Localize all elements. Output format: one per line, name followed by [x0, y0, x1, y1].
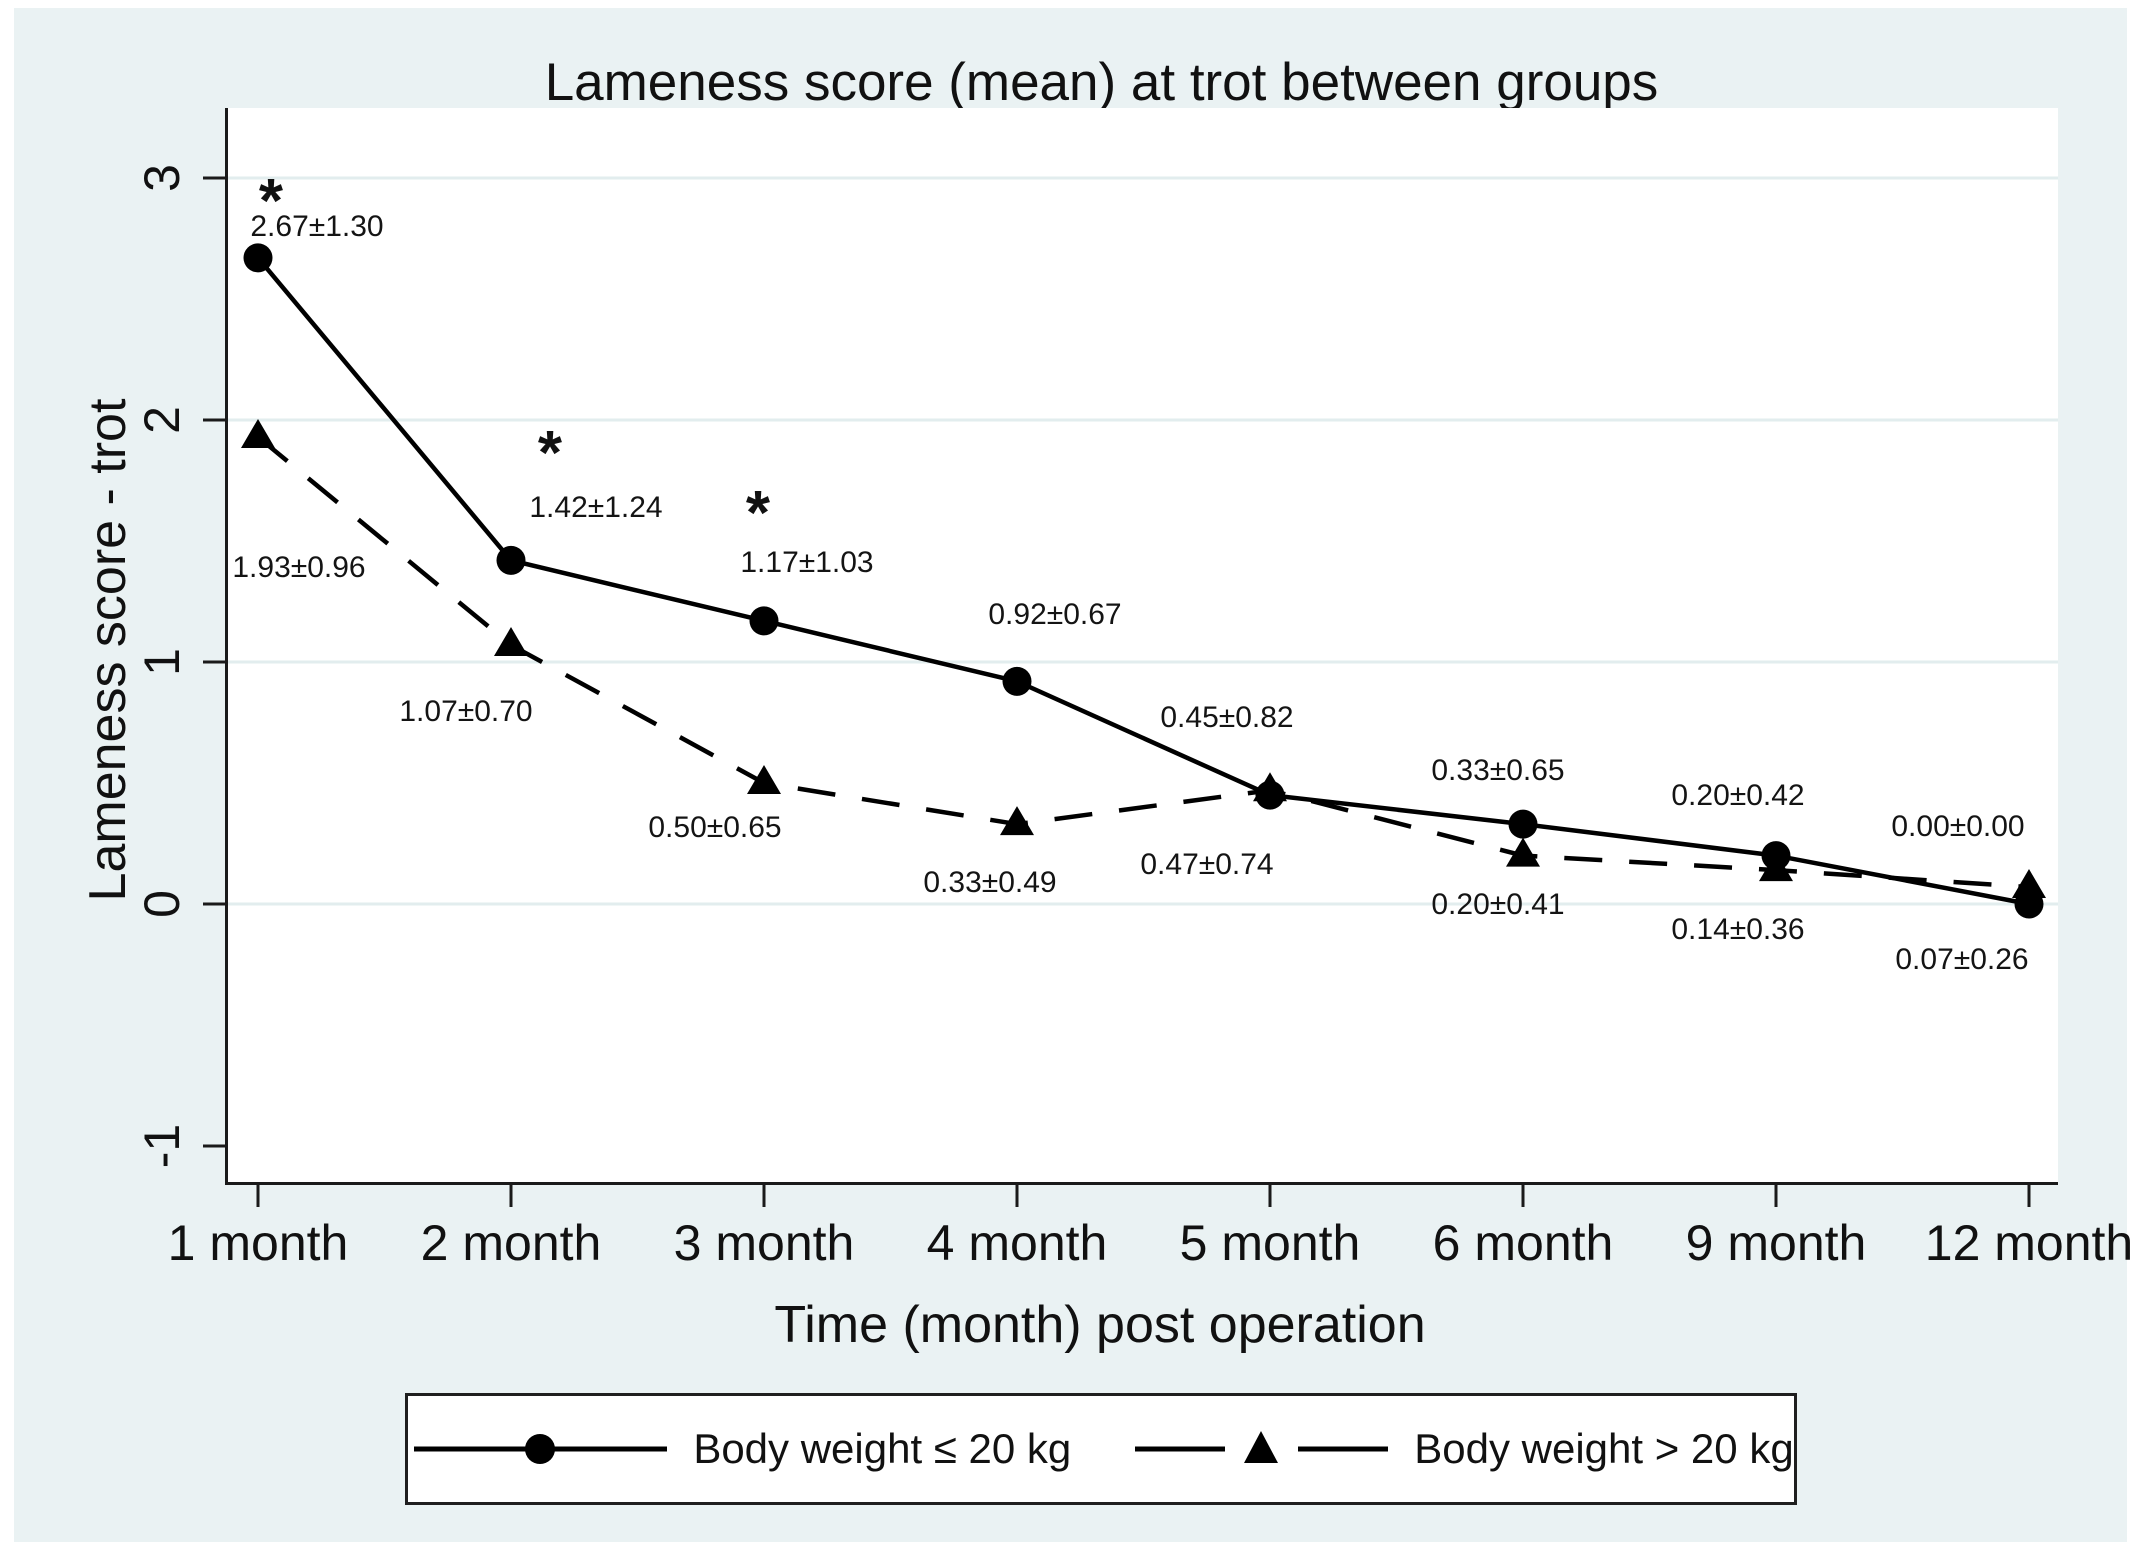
legend-item-body-weight-leq-20: Body weight ≤ 20 kg — [408, 1425, 1071, 1473]
series-line-solid — [256, 256, 2030, 907]
legend-label-gt-20: Body weight > 20 kg — [1414, 1425, 1794, 1472]
marker-circle — [1002, 666, 1032, 696]
legend-swatch-solid-circle — [414, 1434, 668, 1464]
legend-label-leq-20: Body weight ≤ 20 kg — [693, 1425, 1072, 1472]
marker-triangle — [747, 765, 781, 794]
data-label: 0.07±0.26 — [1895, 943, 2029, 977]
significance-asterisk: * — [537, 419, 563, 489]
significance-asterisk: * — [258, 166, 284, 236]
marker-triangle — [2012, 869, 2046, 899]
marker-triangle — [241, 418, 275, 448]
data-label: 0.45±0.82 — [1160, 701, 1294, 735]
x-tick-label: 1 month — [167, 1215, 349, 1271]
marker-circle — [496, 545, 526, 575]
marker-triangle — [1759, 852, 1793, 882]
marker-triangle — [1506, 837, 1540, 867]
legend-marker-triangle-icon — [1244, 1431, 1279, 1463]
marker-triangle — [1000, 806, 1034, 836]
data-label: 0.92±0.67 — [988, 598, 1122, 632]
data-label: 1.93±0.96 — [232, 550, 366, 584]
marker-triangle — [1253, 772, 1287, 802]
data-label: 0.20±0.42 — [1671, 778, 1805, 812]
y-tick-label: 2 — [134, 406, 190, 434]
plot-area: 3 2 1 0 -1 1 month 2 month 3 month 4 month 5 mont… — [134, 108, 2133, 1271]
x-tick-label: 5 month — [1179, 1215, 1361, 1271]
plot-canvas — [203, 108, 2058, 1207]
legend-swatch-dashed-triangle — [1135, 1431, 1389, 1463]
data-label: 0.33±0.65 — [1431, 754, 1565, 788]
x-tick-label: 6 month — [1432, 1215, 1614, 1271]
data-label: 0.00±0.00 — [1891, 810, 2025, 843]
x-axis-title: Time (month) post operation — [774, 1296, 1426, 1354]
x-tick-label: 9 month — [1685, 1215, 1867, 1271]
legend: Body weight ≤ 20 kg Body weight > 20 kg — [405, 1393, 1797, 1505]
data-label: 1.42±1.24 — [529, 491, 663, 525]
legend-item-body-weight-gt-20: Body weight > 20 kg — [1129, 1425, 1794, 1473]
data-label: 0.33±0.49 — [923, 866, 1057, 900]
x-tick-label: 4 month — [926, 1215, 1108, 1271]
y-tick-label: 3 — [134, 164, 190, 192]
data-label: 0.50±0.65 — [648, 811, 782, 844]
data-label: 0.20±0.41 — [1431, 887, 1565, 921]
x-tick-label: 12 month — [1924, 1215, 2134, 1271]
marker-circle — [243, 243, 273, 273]
series-line-dashed — [256, 435, 2030, 890]
x-tick-label: 2 month — [420, 1215, 602, 1271]
x-tick-label: 3 month — [673, 1215, 855, 1271]
chart-title: Lameness score (mean) at trot between gr… — [544, 53, 1659, 112]
marker-circle — [749, 606, 779, 636]
y-tick-label: 0 — [134, 890, 190, 918]
marker-circle — [1508, 809, 1538, 839]
data-label: 1.17±1.03 — [740, 545, 874, 579]
data-label: 1.07±0.70 — [399, 695, 533, 729]
y-axis-title: Lameness score - trot — [79, 398, 137, 902]
data-label: 0.14±0.36 — [1671, 913, 1805, 947]
y-tick-label: -1 — [134, 1123, 190, 1169]
y-tick-label: 1 — [134, 648, 190, 676]
data-label: 2.67±1.30 — [250, 209, 384, 243]
data-label: 0.47±0.74 — [1140, 848, 1274, 882]
significance-asterisk: * — [745, 478, 771, 548]
marker-triangle — [494, 627, 528, 657]
legend-marker-circle-icon — [525, 1434, 556, 1464]
